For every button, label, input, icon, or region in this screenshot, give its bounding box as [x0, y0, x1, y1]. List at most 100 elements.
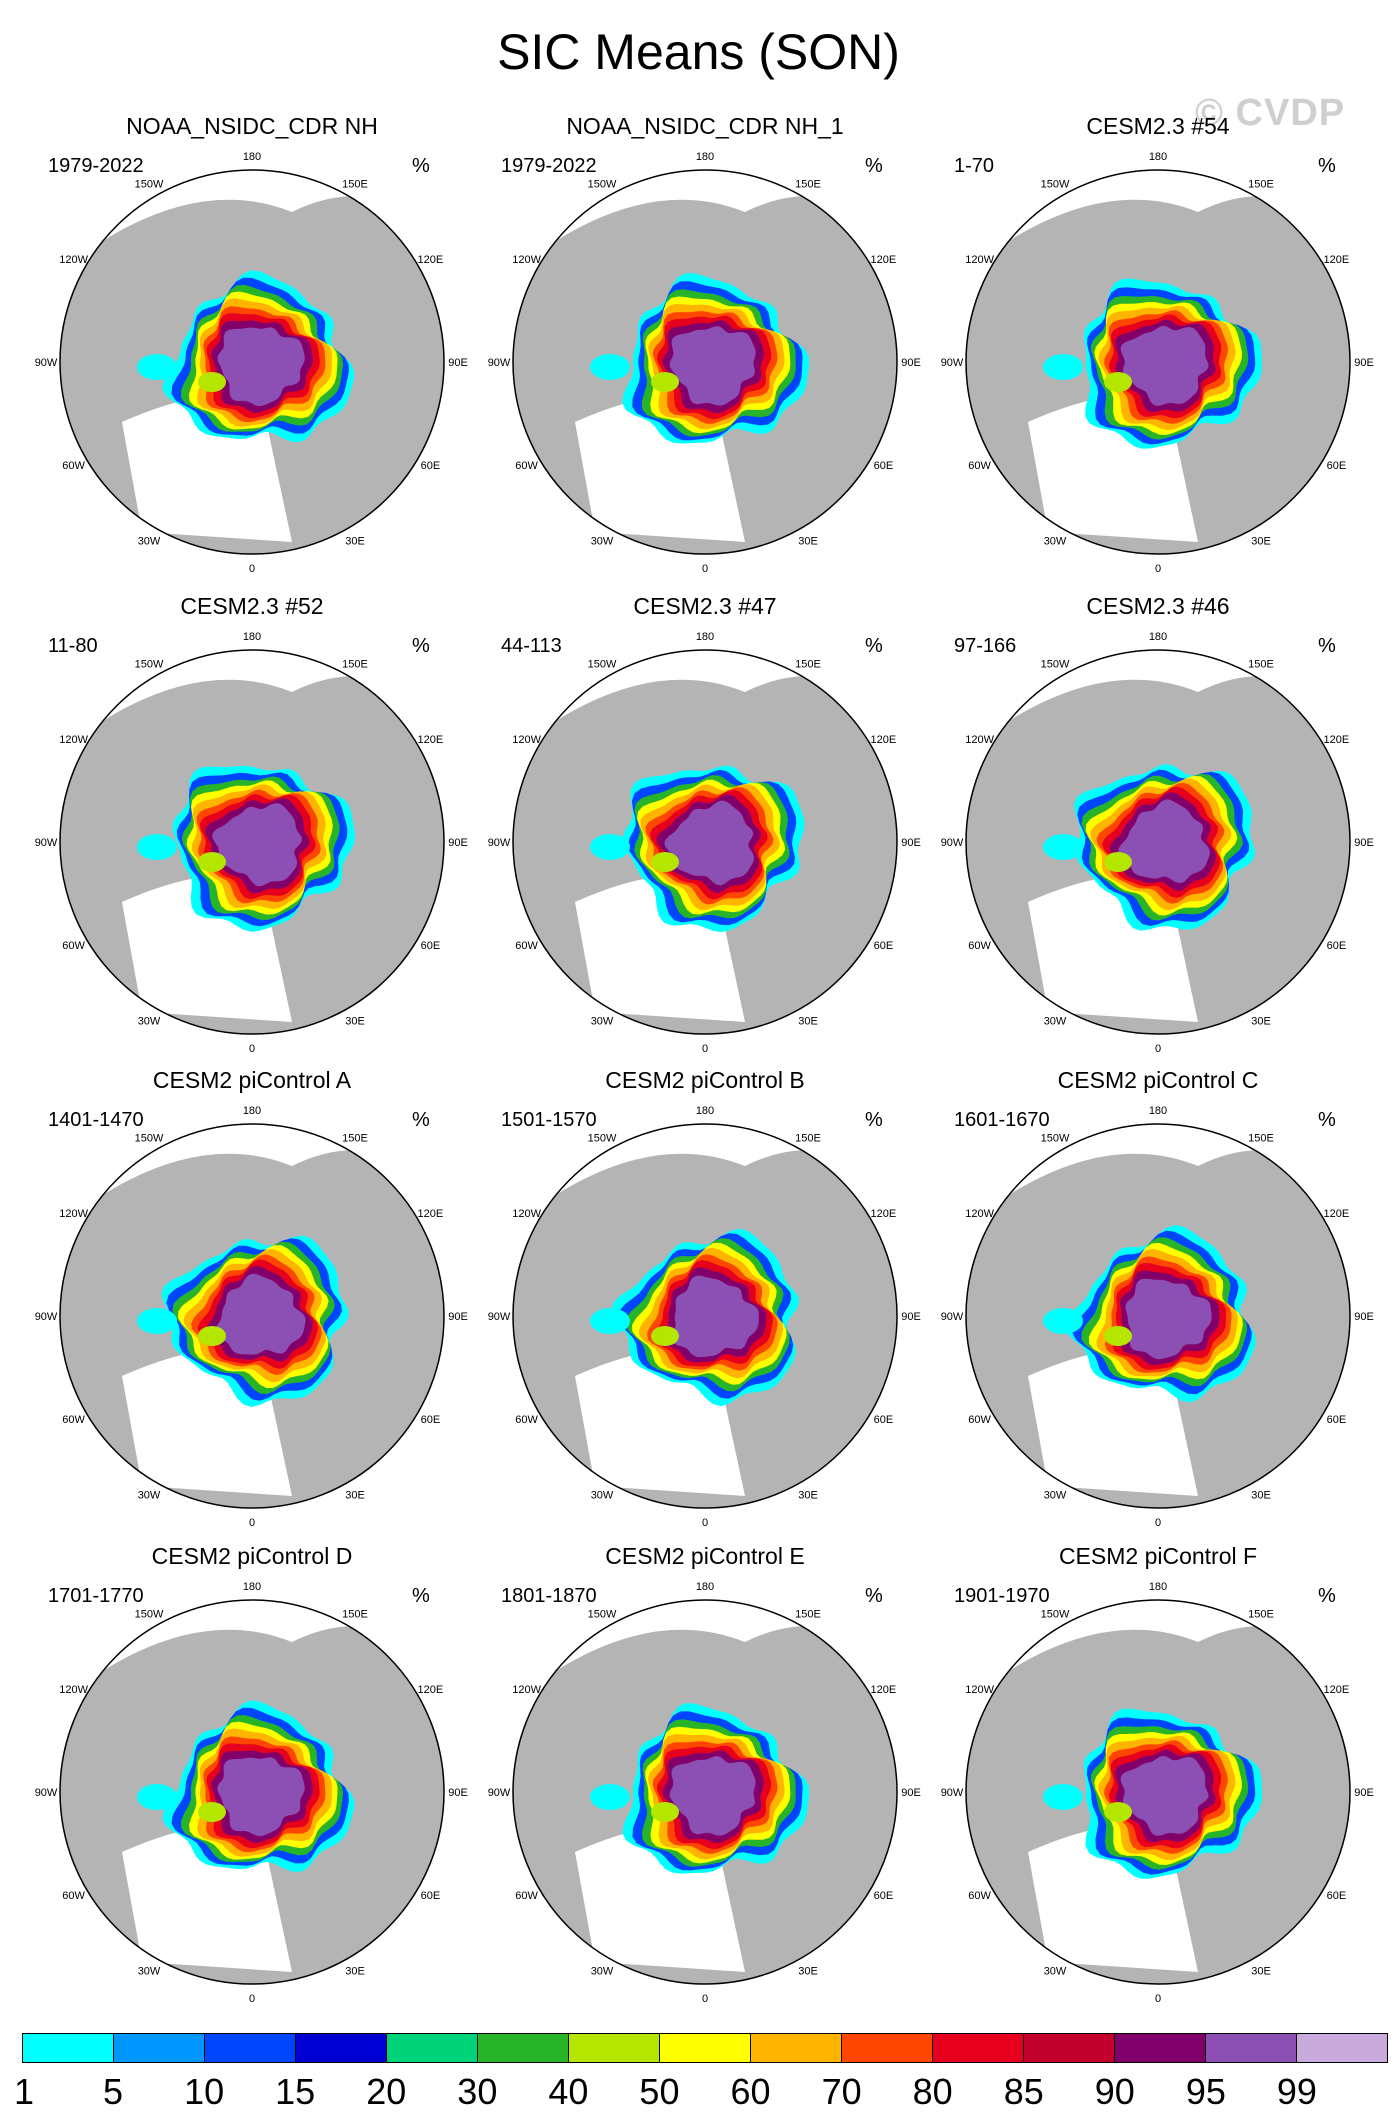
panel-units: %: [412, 155, 430, 177]
colorbar-label: 80: [912, 2071, 953, 2112]
colorbar-label: 90: [1094, 2071, 1135, 2112]
longitude-label: 60W: [968, 460, 991, 472]
longitude-label: 150E: [342, 659, 368, 671]
longitude-label: 30E: [1251, 1965, 1271, 1977]
polar-map: 180 150E 120E 90E 60E 30E 0 30W 60W 90W 120W 150W: [941, 1105, 1374, 1529]
longitude-label: 90W: [488, 1311, 511, 1323]
ice-contour: [671, 1275, 759, 1358]
longitude-label: 30W: [138, 1965, 161, 1977]
polar-map: 180 150E 120E 90E 60E 30E 0 30W 60W 90W 120W 150W: [941, 151, 1374, 575]
colorbar-swatch: [1115, 2034, 1206, 2062]
longitude-label: 120E: [1324, 254, 1350, 266]
longitude-label: 120E: [871, 1684, 897, 1696]
colorbar-label: 85: [1003, 2071, 1044, 2112]
polar-map: 180 150E 120E 90E 60E 30E 0 30W 60W 90W 120W 150W: [35, 1105, 468, 1529]
map-panel: 180 150E 120E 90E 60E 30E 0 30W 60W 90W 120W 150W CE…: [928, 1542, 1388, 2012]
longitude-label: 30W: [591, 1015, 614, 1027]
longitude-label: 30E: [1251, 1015, 1271, 1027]
panel-title: CESM2 piControl C: [1057, 1067, 1259, 1093]
hudson-bay-ice: [137, 1308, 177, 1334]
longitude-label: 120E: [418, 1208, 444, 1220]
colorbar-swatch: [478, 2034, 569, 2062]
baffin-ice: [198, 372, 226, 392]
colorbar-label: 70: [821, 2071, 862, 2112]
panel-title: CESM2 piControl F: [1058, 1543, 1258, 1569]
panel-title: CESM2.3 #47: [633, 593, 777, 619]
longitude-label: 90E: [448, 357, 468, 369]
panel-years: 1501-1570: [501, 1109, 597, 1131]
map-border: [512, 1123, 898, 1509]
hudson-bay-ice: [1043, 834, 1083, 860]
colorbar-label: 30: [457, 2071, 498, 2112]
longitude-label: 60E: [421, 1414, 441, 1426]
panel-title: CESM2 piControl D: [151, 1543, 353, 1569]
colorbar-label: 20: [366, 2071, 407, 2112]
longitude-label: 90E: [1354, 1787, 1374, 1799]
colorbar-swatch: [387, 2034, 478, 2062]
colorbar-labels: 1 5 10 15 20 30 40 50 60 70 80 85 90 95 99: [0, 2070, 1397, 2114]
hudson-bay-ice: [1043, 1308, 1083, 1334]
longitude-label: 150W: [588, 1133, 617, 1145]
polar-map: 180 150E 120E 90E 60E 30E 0 30W 60W 90W 120W 150W: [488, 151, 921, 575]
longitude-label: 150E: [1248, 1609, 1274, 1621]
map-panel: 180 150E 120E 90E 60E 30E 0 30W 60W 90W 120W 150W CE…: [475, 1066, 935, 1536]
longitude-label: 60W: [968, 1414, 991, 1426]
ice-contour: [217, 327, 305, 407]
ice-contour: [1118, 799, 1210, 884]
longitude-label: 120E: [871, 254, 897, 266]
longitude-label: 90W: [35, 357, 58, 369]
baffin-ice: [198, 1802, 226, 1822]
longitude-label: 150E: [1248, 659, 1274, 671]
longitude-label: 120W: [965, 734, 994, 746]
baffin-ice: [1104, 852, 1132, 872]
colorbar-label: 60: [730, 2071, 771, 2112]
map-panel: 180 150E 120E 90E 60E 30E 0 30W 60W 90W 120W 150W CE…: [475, 592, 935, 1062]
longitude-label: 30E: [345, 1015, 365, 1027]
map-panel: 180 150E 120E 90E 60E 30E 0 30W 60W 90W 120W 150W NO…: [22, 112, 482, 582]
panel-units: %: [865, 1109, 883, 1131]
ice-contour: [214, 1273, 306, 1355]
polar-map: 180 150E 120E 90E 60E 30E 0 30W 60W 90W 120W 150W: [35, 1581, 468, 2005]
longitude-label: 120E: [871, 1208, 897, 1220]
longitude-label: 150E: [342, 1609, 368, 1621]
longitude-label: 90E: [1354, 357, 1374, 369]
map-border: [965, 1123, 1351, 1509]
longitude-label: 150W: [588, 1609, 617, 1621]
longitude-label: 120E: [871, 734, 897, 746]
baffin-ice: [198, 852, 226, 872]
longitude-label: 30E: [798, 1015, 818, 1027]
polar-map: 180 150E 120E 90E 60E 30E 0 30W 60W 90W 120W 150W: [941, 1581, 1374, 2005]
longitude-label: 30E: [798, 535, 818, 547]
longitude-label: 180: [696, 151, 714, 163]
panel-units: %: [1318, 155, 1336, 177]
map-panel: 180 150E 120E 90E 60E 30E 0 30W 60W 90W 120W 150W CE…: [22, 1542, 482, 2012]
map-border: [59, 1599, 445, 1985]
longitude-label: 60W: [515, 1414, 538, 1426]
longitude-label: 0: [249, 563, 255, 575]
colorbar-label: 15: [275, 2071, 316, 2112]
longitude-label: 120W: [512, 1684, 541, 1696]
longitude-label: 90W: [35, 1787, 58, 1799]
watermark: © CVDP: [1195, 92, 1346, 134]
longitude-label: 60W: [515, 940, 538, 952]
polar-map: 180 150E 120E 90E 60E 30E 0 30W 60W 90W 120W 150W: [941, 631, 1374, 1055]
longitude-label: 90E: [901, 837, 921, 849]
longitude-label: 60W: [968, 1890, 991, 1902]
map-panel: 180 150E 120E 90E 60E 30E 0 30W 60W 90W 120W 150W CE…: [928, 112, 1388, 582]
longitude-label: 180: [696, 631, 714, 643]
longitude-label: 0: [702, 1517, 708, 1529]
colorbar-swatch: [1024, 2034, 1115, 2062]
longitude-label: 0: [249, 1517, 255, 1529]
longitude-label: 90E: [1354, 837, 1374, 849]
longitude-label: 90E: [448, 1311, 468, 1323]
longitude-label: 150E: [795, 179, 821, 191]
colorbar-label: 50: [639, 2071, 680, 2112]
colorbar-swatch: [23, 2034, 114, 2062]
longitude-label: 0: [702, 563, 708, 575]
longitude-label: 90E: [901, 357, 921, 369]
polar-map: 180 150E 120E 90E 60E 30E 0 30W 60W 90W 120W 150W: [35, 631, 468, 1055]
panel-years: 1401-1470: [48, 1109, 144, 1131]
colorbar-swatch: [842, 2034, 933, 2062]
panel-title: CESM2 piControl E: [605, 1543, 805, 1569]
map-panel: 180 150E 120E 90E 60E 30E 0 30W 60W 90W 120W 150W CE…: [22, 1066, 482, 1536]
